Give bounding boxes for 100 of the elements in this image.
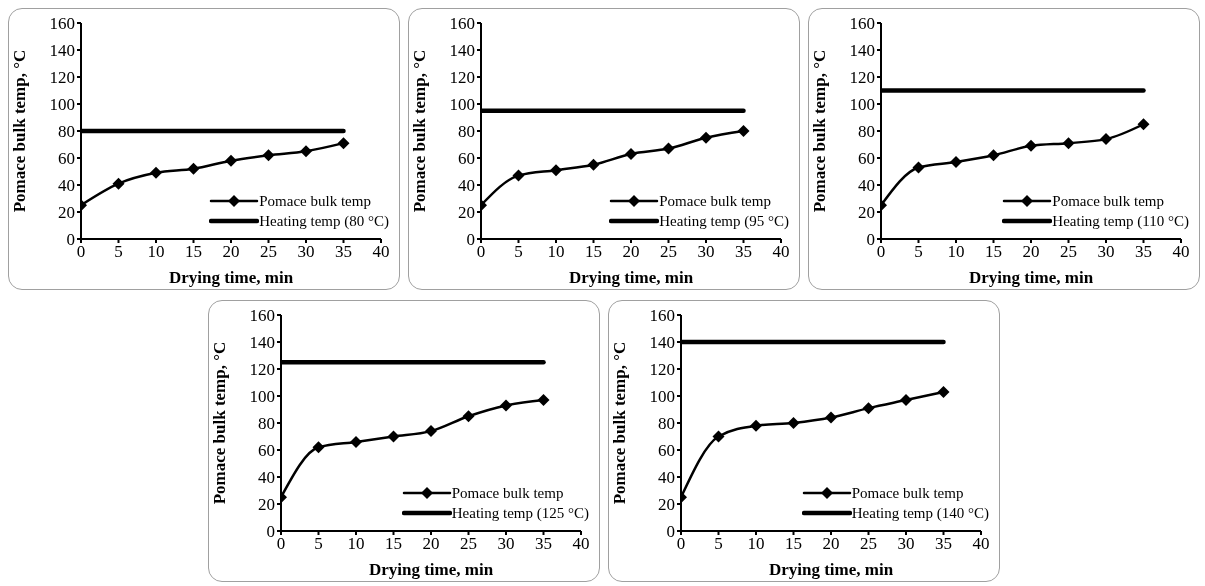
x-tick-label: 5 bbox=[914, 242, 923, 262]
x-tick-label: 20 bbox=[1022, 242, 1040, 262]
x-axis-title: Drying time, min bbox=[968, 268, 1094, 287]
x-tick-label: 30 bbox=[1097, 242, 1115, 262]
y-tick-label: 160 bbox=[49, 14, 75, 34]
x-tick-label: 25 bbox=[660, 242, 677, 262]
x-tick-label: 40 bbox=[572, 534, 590, 554]
y-tick-label: 160 bbox=[249, 306, 275, 326]
point bbox=[625, 147, 637, 160]
point bbox=[700, 131, 712, 144]
y-tick-label: 120 bbox=[649, 360, 675, 380]
point bbox=[750, 419, 762, 432]
x-tick-label: 25 bbox=[460, 534, 477, 554]
point bbox=[512, 169, 525, 182]
x-tick-label: 30 bbox=[897, 534, 915, 554]
x-tick-label: 25 bbox=[860, 534, 877, 554]
point bbox=[825, 411, 837, 424]
point bbox=[662, 142, 675, 155]
y-tick-label: 60 bbox=[58, 149, 75, 169]
legend-label: Heating temp (125 °C) bbox=[451, 504, 589, 523]
y-tick-label: 160 bbox=[449, 14, 475, 34]
point bbox=[950, 156, 962, 169]
x-axis-title: Drying time, min bbox=[168, 268, 294, 287]
y-tick-label: 40 bbox=[858, 176, 875, 196]
point bbox=[737, 125, 750, 137]
y-tick-label: 140 bbox=[449, 41, 475, 61]
y-tick-label: 140 bbox=[249, 333, 275, 353]
point bbox=[550, 164, 562, 177]
y-tick-label: 80 bbox=[458, 122, 475, 142]
point bbox=[387, 430, 400, 443]
point bbox=[150, 166, 162, 179]
point bbox=[350, 435, 362, 448]
point bbox=[787, 417, 800, 429]
legend-label: Heating temp (80 °C) bbox=[259, 212, 389, 231]
y-axis-title: Pomace bulk temp, °C bbox=[210, 341, 230, 505]
y-tick-label: 20 bbox=[58, 203, 75, 223]
x-tick-label: 5 bbox=[514, 242, 523, 262]
x-tick-label: 20 bbox=[822, 534, 840, 554]
point bbox=[312, 441, 325, 454]
point bbox=[500, 399, 512, 412]
x-tick-label: 20 bbox=[422, 534, 440, 554]
y-tick-label: 100 bbox=[249, 387, 275, 407]
x-tick-label: 30 bbox=[497, 534, 515, 554]
point bbox=[225, 154, 237, 167]
y-tick-label: 20 bbox=[458, 203, 475, 223]
point bbox=[937, 385, 950, 398]
legend-label: Heating temp (110 °C) bbox=[1052, 212, 1189, 231]
y-tick-label: 80 bbox=[858, 122, 875, 142]
y-tick-label: 120 bbox=[249, 360, 275, 380]
x-tick-label: 35 bbox=[935, 534, 952, 554]
x-tick-label: 20 bbox=[222, 242, 240, 262]
x-tick-label: 35 bbox=[735, 242, 752, 262]
y-tick-label: 60 bbox=[658, 441, 675, 461]
x-tick-label: 5 bbox=[714, 534, 723, 554]
y-tick-label: 160 bbox=[849, 14, 875, 34]
y-tick-label: 20 bbox=[258, 495, 275, 515]
point bbox=[337, 137, 350, 150]
y-tick-label: 140 bbox=[49, 41, 75, 61]
x-tick-label: 15 bbox=[385, 534, 402, 554]
y-tick-label: 40 bbox=[658, 468, 675, 488]
legend-label: Pomace bulk temp bbox=[259, 192, 371, 211]
legend-label: Pomace bulk temp bbox=[659, 192, 771, 211]
point bbox=[912, 161, 925, 174]
y-tick-label: 100 bbox=[849, 95, 875, 115]
point bbox=[425, 425, 437, 438]
x-tick-label: 20 bbox=[622, 242, 640, 262]
x-tick-label: 15 bbox=[585, 242, 602, 262]
x-tick-label: 25 bbox=[260, 242, 277, 262]
legend-label: Heating temp (95 °C) bbox=[659, 212, 789, 231]
y-tick-label: 40 bbox=[258, 468, 275, 488]
y-tick-label: 60 bbox=[258, 441, 275, 461]
legend-label: Pomace bulk temp bbox=[451, 484, 564, 503]
x-tick-label: 10 bbox=[347, 534, 365, 554]
x-tick-label: 10 bbox=[547, 242, 565, 262]
y-tick-label: 100 bbox=[649, 387, 675, 407]
x-tick-label: 10 bbox=[947, 242, 965, 262]
y-tick-label: 100 bbox=[449, 95, 475, 115]
x-tick-label: 40 bbox=[972, 534, 990, 554]
y-tick-label: 140 bbox=[649, 333, 675, 353]
y-tick-label: 80 bbox=[258, 414, 275, 434]
y-tick-label: 120 bbox=[449, 68, 475, 88]
x-tick-label: 5 bbox=[114, 242, 123, 262]
point bbox=[987, 149, 1000, 162]
y-tick-label: 120 bbox=[849, 68, 875, 88]
point bbox=[862, 402, 875, 415]
point bbox=[537, 394, 550, 407]
x-tick-label: 40 bbox=[372, 242, 390, 262]
y-axis-title: Pomace bulk temp, °C bbox=[610, 341, 630, 505]
x-tick-label: 10 bbox=[147, 242, 165, 262]
point bbox=[262, 149, 275, 162]
point bbox=[900, 394, 912, 407]
y-tick-label: 20 bbox=[658, 495, 675, 515]
x-tick-label: 10 bbox=[747, 534, 765, 554]
x-axis-title: Drying time, min bbox=[368, 560, 494, 579]
x-tick-label: 35 bbox=[535, 534, 552, 554]
x-tick-label: 15 bbox=[185, 242, 202, 262]
x-tick-label: 30 bbox=[697, 242, 715, 262]
y-tick-label: 40 bbox=[58, 176, 75, 196]
point bbox=[1100, 133, 1112, 146]
point bbox=[1062, 137, 1075, 150]
